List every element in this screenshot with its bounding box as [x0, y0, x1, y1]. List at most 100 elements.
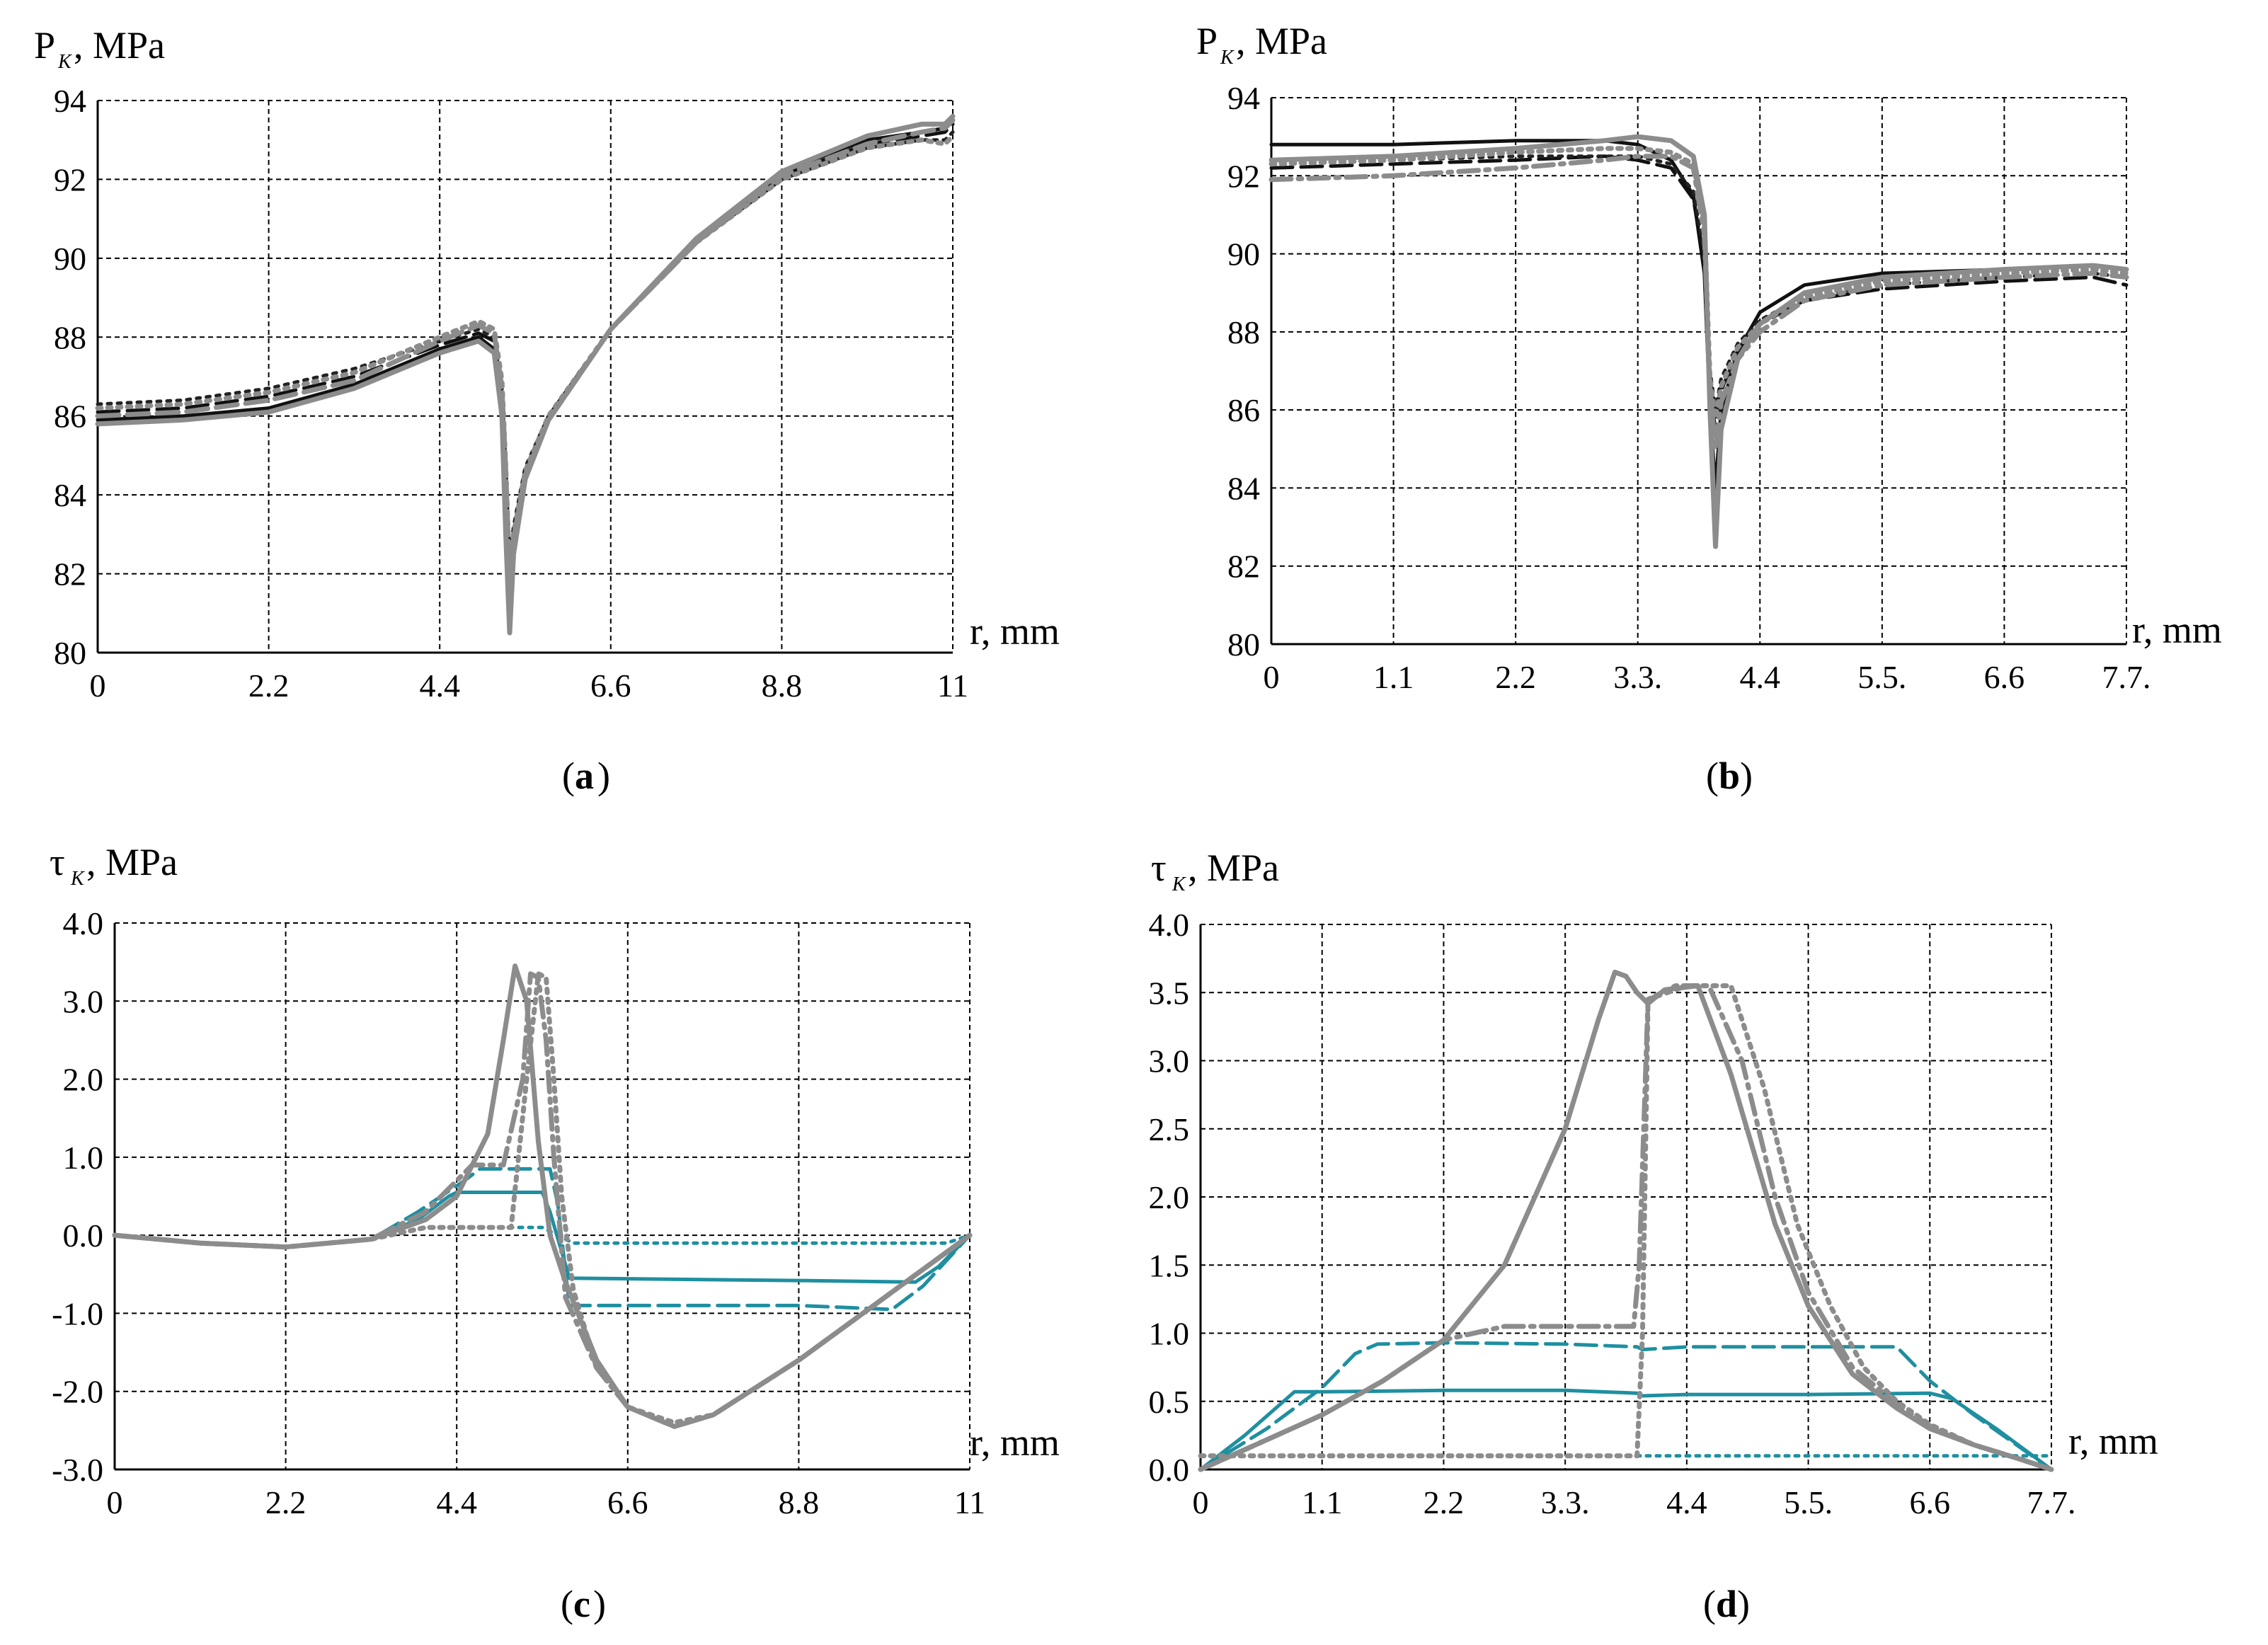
panel-b-xtick-label: 4.4: [1740, 659, 1781, 695]
panel-b-series-line: [1268, 134, 2129, 549]
panel-c-xtick-label: 6.6: [607, 1484, 648, 1520]
panel-c-ylabel-main: τ: [50, 841, 65, 883]
panel-a-ytick-label: 94: [54, 83, 86, 119]
panel-a-xtick-label: 0: [90, 667, 106, 704]
panel-a-series-line: [95, 118, 956, 585]
panel-a-xtick-label: 6.6: [590, 667, 631, 704]
panel-b-xtick-label: 6.6: [1984, 659, 2025, 695]
panel-b-ylabel-sub: K: [1220, 47, 1235, 69]
panel-c-ytick-label: -1.0: [52, 1295, 103, 1331]
panel-a-ytick-label: 88: [54, 319, 86, 355]
panel-d-ytick-label: 1.0: [1149, 1316, 1190, 1352]
panel-d-caption-close: ): [1737, 1583, 1750, 1625]
panel-d-ytick-label: 0.5: [1149, 1384, 1190, 1420]
panel-a-caption: a: [575, 755, 594, 797]
panel-a-ylabel-main: P: [34, 24, 55, 67]
panel-a-series-line: [95, 133, 956, 577]
panel-d-caption-open: (: [1703, 1583, 1716, 1625]
panel-d-ylabel-main: τ: [1151, 847, 1167, 889]
panel-d-ylabel-sub: K: [1172, 873, 1186, 895]
panel-d-xtick-label: 3.3.: [1541, 1484, 1590, 1520]
panel-d-xtick-label: 5.5.: [1784, 1484, 1833, 1520]
panel-c-ytick-label: 2.0: [63, 1062, 104, 1098]
panel-b: P K , MPa r, mm ( b ) 0 1.1 2.2 3.3. 4.4 5.5.…: [1196, 20, 2222, 797]
panel-d-ytick-label: 0.0: [1149, 1452, 1190, 1488]
panel-b-xtick-label: 3.3.: [1613, 659, 1662, 695]
panel-a: P K , MPa r, mm ( a ) 0 2.2 4.4 6.6 8.8 11 80 8…: [34, 24, 1060, 797]
panel-b-caption: b: [1719, 755, 1740, 797]
panel-c-xtick-label: 8.8: [779, 1484, 820, 1520]
panel-d-series-line: [1198, 983, 2054, 1472]
panel-b-ytick-label: 82: [1227, 549, 1260, 585]
panel-a-ylabel-unit: , MPa: [74, 24, 165, 67]
panel-d-ytick-label: 2.5: [1149, 1111, 1190, 1147]
panel-a-series-line: [95, 113, 956, 636]
panel-d-grid: [1201, 924, 2052, 1469]
panel-d-series-line: [1198, 1341, 2054, 1472]
panel-d-ytick-label: 2.0: [1149, 1179, 1190, 1215]
panel-b-series-line: [1268, 146, 2129, 420]
panel-a-ytick-label: 86: [54, 399, 86, 435]
panel-b-ylabel-unit: , MPa: [1236, 20, 1327, 62]
panel-c-ylabel-sub: K: [70, 868, 85, 890]
panel-d-xlabel: r, mm: [2068, 1420, 2158, 1462]
panel-b-xtick-label: 0: [1264, 659, 1280, 695]
panel-c-caption-close: ): [593, 1583, 606, 1625]
panel-c-ytick-label: 1.0: [63, 1140, 104, 1176]
panel-b-ytick-label: 90: [1227, 236, 1260, 273]
panel-b-ytick-label: 88: [1227, 314, 1260, 350]
panel-b-ylabel-main: P: [1196, 20, 1218, 62]
panel-b-xtick-label: 2.2: [1495, 659, 1536, 695]
panel-b-ytick-label: 92: [1227, 158, 1260, 194]
panel-b-xtick-label: 5.5.: [1857, 659, 1906, 695]
panel-d-xtick-label: 0: [1193, 1484, 1209, 1520]
panel-c-ylabel-unit: , MPa: [86, 841, 178, 883]
panel-a-ytick-label: 80: [54, 635, 86, 671]
panel-d-ytick-label: 3.0: [1149, 1043, 1190, 1079]
panel-b-caption-open: (: [1706, 755, 1719, 797]
panel-b-ytick-label: 80: [1227, 626, 1260, 663]
panel-c-ytick-label: 4.0: [63, 905, 104, 941]
panel-b-xtick-label: 7.7.: [2102, 659, 2151, 695]
panel-a-xtick-label: 8.8: [762, 667, 803, 704]
panel-b-xlabel: r, mm: [2132, 609, 2222, 651]
panel-b-xtick-label: 1.1: [1373, 659, 1414, 695]
panel-a-ytick-label: 82: [54, 556, 86, 592]
panel-d-caption: d: [1716, 1583, 1737, 1625]
panel-c-ytick-label: -2.0: [52, 1374, 103, 1410]
panel-b-series-line: [1268, 154, 2129, 452]
panel-c-ytick-label: 3.0: [63, 983, 104, 1019]
panel-d-xtick-label: 7.7.: [2027, 1484, 2076, 1520]
panel-c-xtick-label: 4.4: [436, 1484, 477, 1520]
panel-d-ylabel-unit: , MPa: [1188, 847, 1279, 889]
panel-c-caption: c: [573, 1583, 590, 1625]
panel-a-ylabel-sub: K: [57, 51, 72, 73]
panel-a-caption-close: ): [597, 755, 610, 797]
panel-a-xtick-label: 11: [937, 667, 968, 704]
panel-b-ytick-label: 84: [1227, 470, 1260, 506]
panel-a-caption-open: (: [562, 755, 575, 797]
panel-d-xtick-label: 2.2: [1424, 1484, 1465, 1520]
panel-b-ytick-label: 86: [1227, 392, 1260, 428]
panel-c-xlabel: r, mm: [970, 1421, 1060, 1464]
panel-a-xlabel: r, mm: [970, 610, 1060, 653]
panel-c-series-line: [112, 971, 973, 1426]
panel-c-ytick-label: 0.0: [63, 1217, 104, 1254]
panel-a-xtick-label: 4.4: [419, 667, 460, 704]
panel-b-ytick-label: 94: [1227, 80, 1260, 116]
panel-d-ytick-label: 4.0: [1149, 907, 1190, 943]
panel-d-xtick-label: 6.6: [1910, 1484, 1951, 1520]
panel-c: τ K , MPa r, mm ( c ) 0 2.2 4.4 6.6 8.8 11 -3.…: [50, 841, 1060, 1625]
panel-b-caption-close: ): [1740, 755, 1753, 797]
panel-c-ytick-label: -3.0: [52, 1452, 103, 1488]
panel-a-xtick-label: 2.2: [248, 667, 290, 704]
panel-d-ytick-label: 3.5: [1149, 975, 1190, 1011]
panel-c-xtick-label: 2.2: [265, 1484, 307, 1520]
panel-d-xtick-label: 4.4: [1666, 1484, 1707, 1520]
panel-a-ytick-label: 84: [54, 477, 86, 513]
panel-d-ytick-label: 1.5: [1149, 1247, 1190, 1283]
panel-a-ytick-label: 92: [54, 161, 86, 197]
panel-c-caption-open: (: [561, 1583, 573, 1625]
